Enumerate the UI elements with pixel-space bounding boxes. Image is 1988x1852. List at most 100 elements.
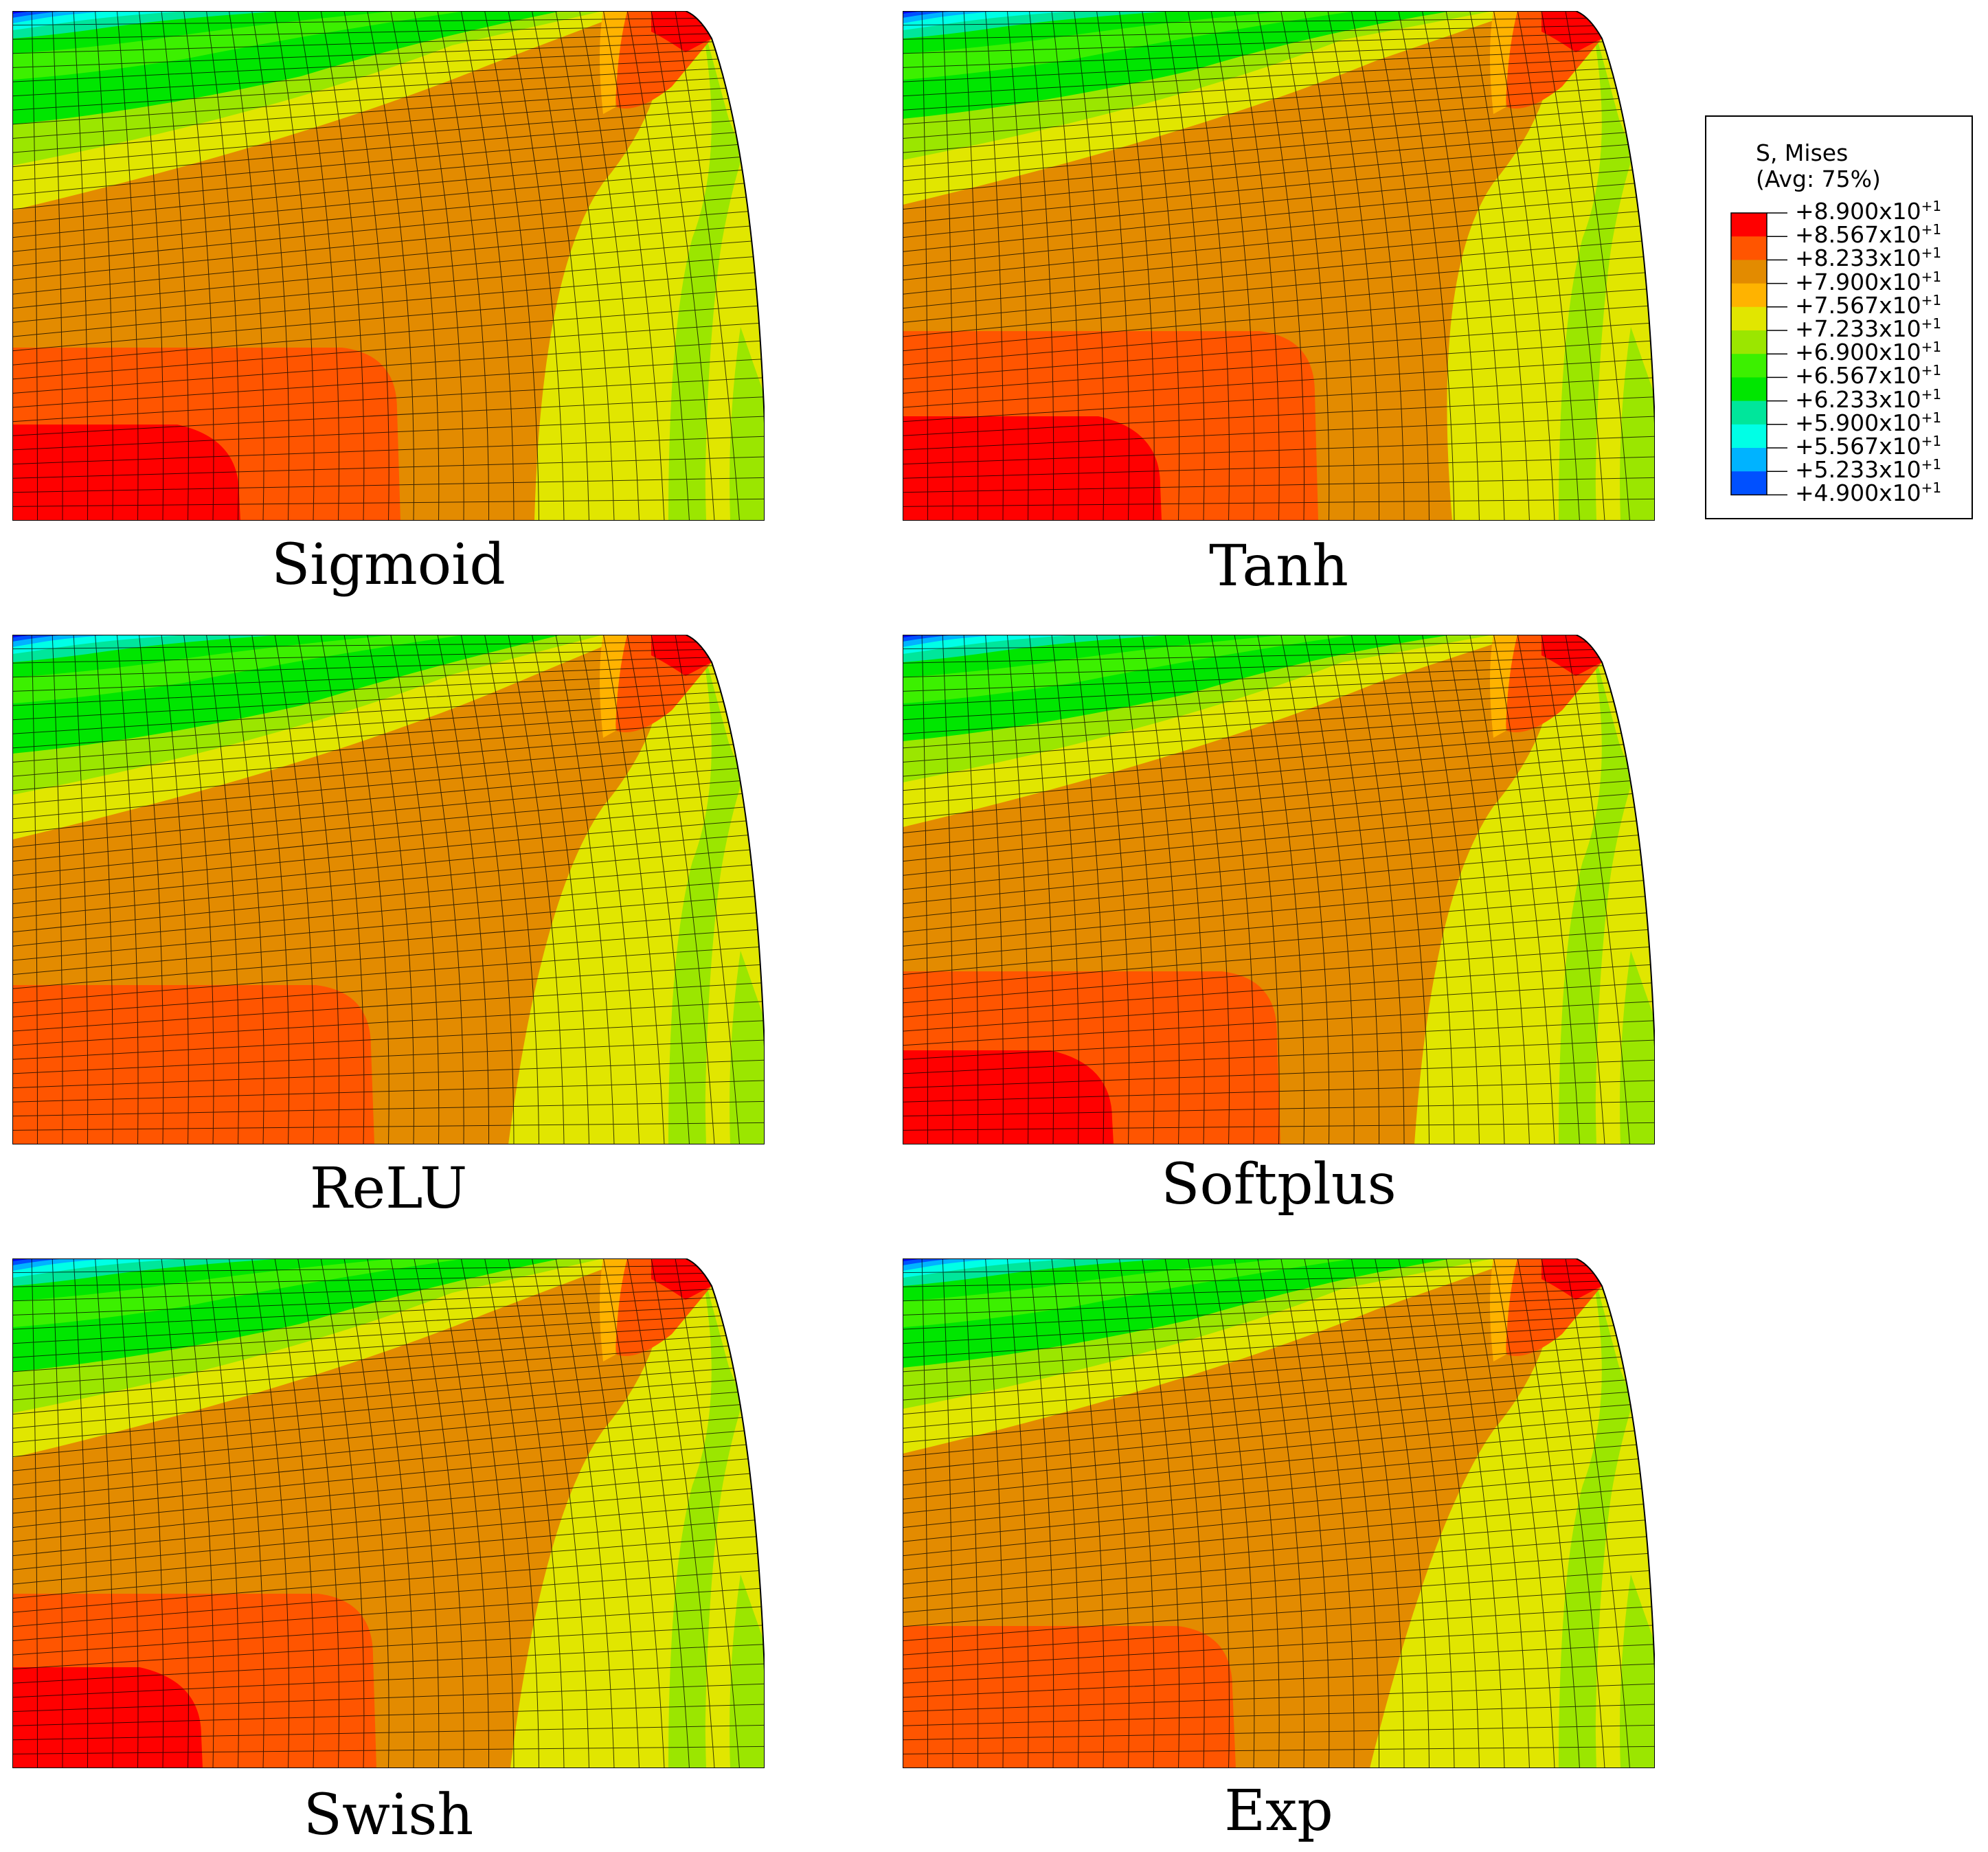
contour-band	[12, 11, 67, 18]
mesh-line	[12, 912, 765, 975]
mesh-line	[73, 635, 89, 1144]
mesh-line	[183, 1258, 214, 1768]
mesh-line	[12, 689, 765, 734]
mesh-line	[12, 195, 765, 267]
legend-tick-mantissa: +7.233x10	[1795, 315, 1921, 342]
mesh-line	[390, 635, 440, 1144]
contour-band	[903, 1050, 1114, 1144]
part-outline	[903, 1258, 1655, 1768]
mesh-line	[12, 1020, 765, 1060]
contour-band	[1620, 1574, 1655, 1768]
mesh-line	[903, 288, 1655, 352]
mesh-line	[12, 982, 765, 1032]
mesh-line	[1051, 1258, 1079, 1768]
mesh-line	[903, 848, 1655, 918]
legend-tick-label: +5.900x10+1	[1795, 411, 1941, 435]
mesh-line	[903, 671, 1655, 706]
part-outline	[12, 635, 765, 1144]
mesh-line	[903, 1570, 1655, 1627]
legend-tick-label: +4.900x10+1	[1795, 481, 1941, 505]
legend-swatch	[1731, 330, 1767, 354]
mesh-line	[1029, 1258, 1054, 1768]
legend-color-scale	[1730, 212, 1787, 496]
legend-tick-label: +7.900x10+1	[1795, 270, 1941, 294]
mesh-line	[460, 11, 515, 521]
mesh-line	[903, 791, 1655, 862]
mesh-line	[12, 1390, 765, 1458]
mesh-line	[1234, 1258, 1280, 1768]
mesh-line	[1074, 1258, 1105, 1768]
contour-band	[903, 1258, 958, 1265]
mesh-line	[1280, 1258, 1330, 1768]
mesh-line	[1469, 635, 1530, 1144]
mesh-line	[903, 416, 1655, 451]
mesh-line	[1422, 635, 1480, 1144]
mesh-line	[651, 11, 715, 521]
contour-plot-sigmoid	[12, 11, 765, 521]
mesh-line	[1188, 635, 1230, 1144]
mesh-line	[903, 699, 1655, 749]
mesh-line	[12, 742, 765, 805]
mesh-line	[903, 1333, 1655, 1386]
mesh-line	[52, 635, 63, 1144]
legend-tick-mantissa: +5.233x10	[1795, 456, 1921, 484]
mesh-line	[1164, 635, 1205, 1144]
mesh-line	[1469, 1258, 1530, 1768]
mesh-line	[229, 11, 264, 521]
mesh-line	[1351, 11, 1405, 521]
contour-plot-swish	[12, 1258, 765, 1768]
contour-band	[651, 635, 712, 676]
mesh-line	[12, 964, 765, 1017]
mesh-line	[12, 1415, 765, 1486]
mesh-line	[675, 635, 740, 1144]
mesh-line	[1541, 635, 1605, 1144]
mesh-line	[626, 11, 690, 521]
mesh-line	[1541, 1258, 1605, 1768]
mesh-line	[1257, 1258, 1304, 1768]
mesh-line	[903, 225, 1655, 295]
contour-band	[12, 425, 240, 521]
legend-swatch	[1731, 236, 1767, 260]
mesh-line	[484, 1258, 539, 1768]
mesh-line	[1257, 635, 1304, 1144]
mesh-line	[12, 1519, 765, 1585]
mesh-line	[508, 11, 565, 521]
mesh-line	[12, 1366, 765, 1429]
mesh-line	[251, 1258, 290, 1768]
mesh-line	[116, 11, 139, 521]
contour-band	[903, 1258, 1521, 1454]
legend-title-line1: S, Mises	[1756, 139, 1849, 166]
mesh-line	[12, 1457, 765, 1528]
mesh-line	[460, 635, 515, 1144]
mesh-line	[12, 142, 765, 210]
legend-tick-mantissa: +5.900x10	[1795, 409, 1921, 436]
mesh-line	[12, 1265, 765, 1274]
mesh-line	[320, 635, 365, 1144]
mesh-line	[1006, 635, 1029, 1144]
legend-tick-mantissa: +6.233x10	[1795, 385, 1921, 413]
mesh-line	[903, 1020, 1655, 1060]
contour-plot-relu	[12, 635, 765, 1144]
mesh-line	[903, 1313, 1655, 1358]
mesh-line	[903, 210, 1655, 281]
mesh-line	[1234, 11, 1280, 521]
mesh-line	[903, 1415, 1655, 1486]
mesh-line	[903, 17, 1655, 26]
legend-tick-label: +7.233x10+1	[1795, 317, 1941, 341]
mesh-line	[1280, 11, 1330, 521]
mesh-line	[12, 1487, 765, 1557]
mesh-line	[903, 75, 1655, 125]
mesh-line	[1051, 11, 1079, 521]
mesh-line	[903, 778, 1655, 848]
fe-mesh	[12, 635, 765, 1144]
mesh-line	[251, 11, 290, 521]
mesh-line	[206, 1258, 240, 1768]
mesh-line	[274, 635, 315, 1144]
mesh-line	[1280, 635, 1330, 1144]
legend-tick-exponent: +1	[1921, 198, 1942, 214]
mesh-line	[12, 895, 765, 961]
mesh-line	[12, 1122, 765, 1131]
mesh-line	[437, 1258, 490, 1768]
stress-legend: S, Mises (Avg: 75%) +8.900x10+1 +8.567x10…	[1705, 115, 1973, 519]
mesh-line	[1422, 1258, 1480, 1768]
